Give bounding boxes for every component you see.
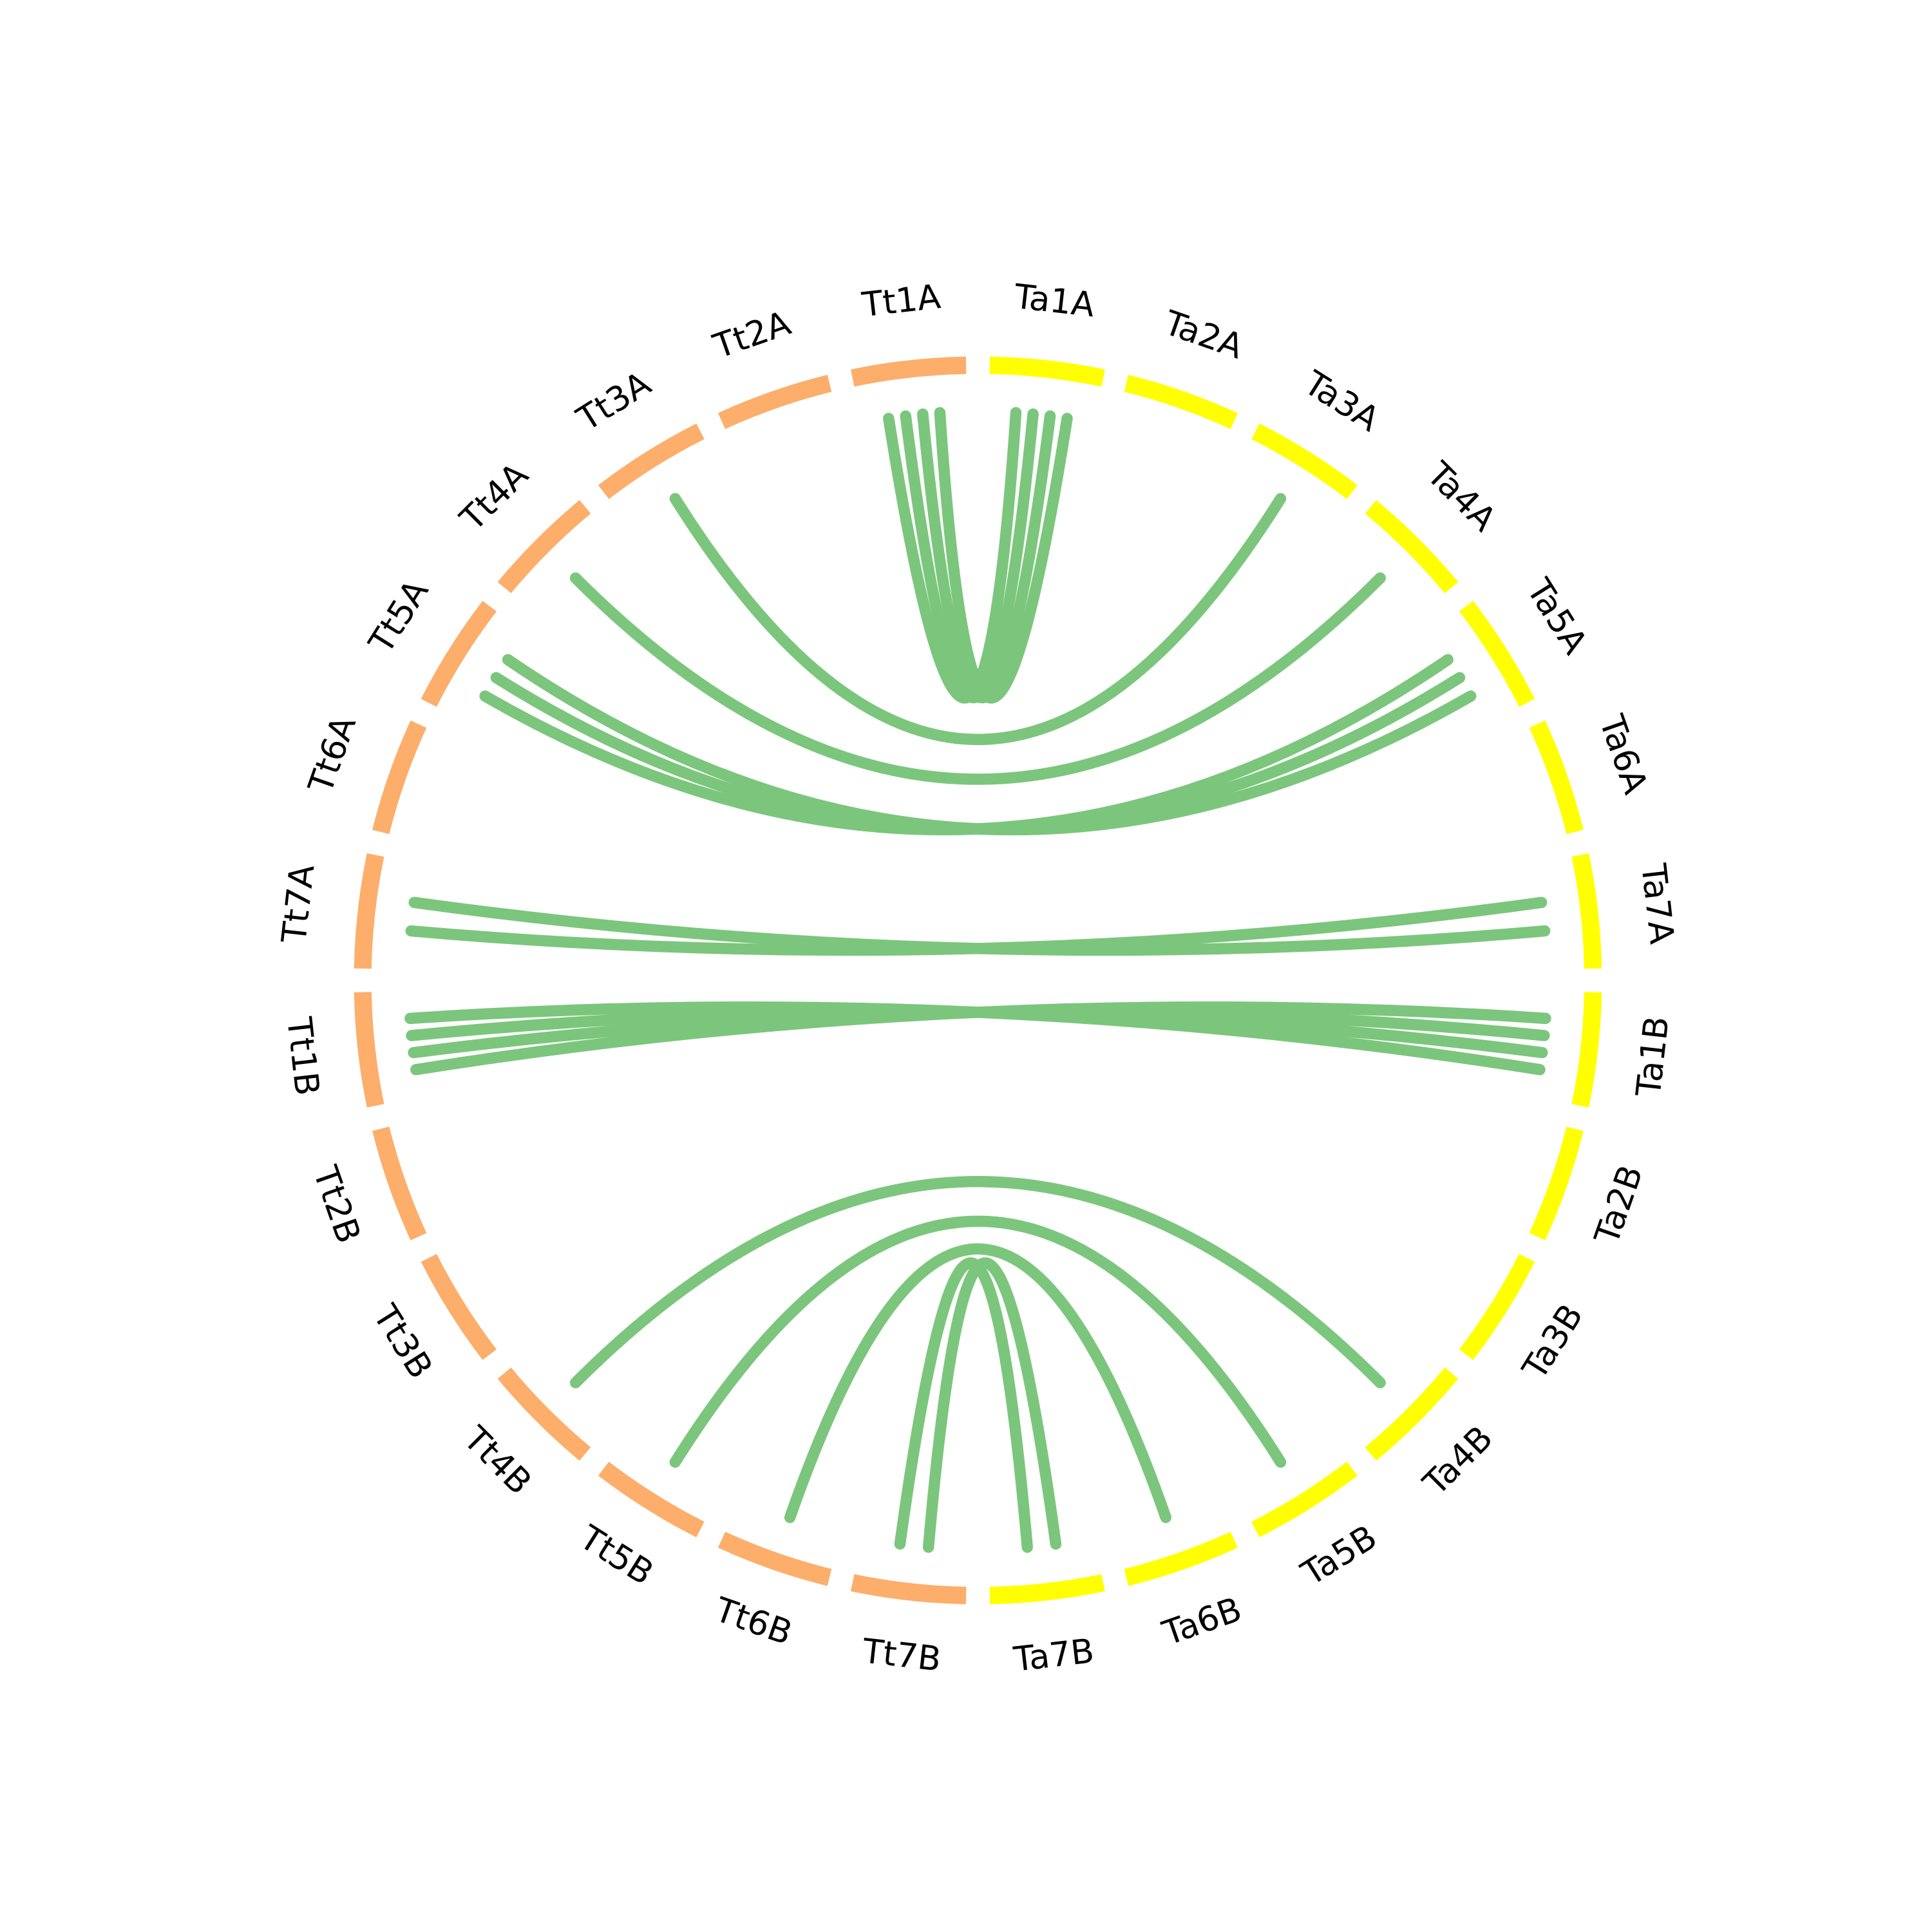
chromosome-label: Tt5A [361,573,437,661]
chromosome-segment [851,1574,967,1605]
chromosome-segment [1251,1461,1358,1538]
chromosome-label: Tt2B [305,1160,368,1248]
chromosome-label: Tt1B [279,1014,327,1097]
link [404,1001,1546,1075]
chromosome-label: Ta1A [1012,277,1097,325]
chromosome-label: Tt2A [708,303,795,366]
chromosome-label: Ta4B [1416,1418,1501,1503]
chromosome-segment [497,500,591,594]
chromosome-label: Ta4A [1419,454,1504,539]
chromosome-label: Ta2B [1587,1160,1651,1250]
chromosome-segment [1124,375,1238,430]
link [669,493,1287,745]
chromosome-label: Ta5A [1519,572,1595,661]
chromosome-label: Ta2A [1159,303,1248,366]
chromosome-label: Ta3A [1296,363,1386,440]
link [502,654,1477,836]
chromosome-label: Tt6B [710,1590,797,1653]
chromosome-label: Ta7B [1011,1631,1096,1680]
chromosome-segment [421,600,497,707]
chromosome-segment [354,992,384,1108]
chromosome-label: Ta6A [1591,710,1655,799]
chromosome-label: Tt7A [274,862,322,945]
chromosome-segment [1365,1367,1459,1461]
link [669,1215,1287,1468]
chromosome-segment [1571,853,1602,969]
chromosome-segment [1251,423,1358,499]
chromosome-segment [354,853,384,969]
chromosome-segment [598,423,705,499]
link [894,1257,1033,1553]
chromosome-segment [1529,1126,1584,1240]
chromosome-segment [372,720,427,835]
chromosome-label: Tt4B [455,1419,539,1502]
chromosome-label: Tt1A [860,277,943,325]
chromosome-segment [851,356,967,387]
chromosome-label: Ta5B [1294,1517,1384,1594]
chromosome-segment [1365,500,1459,594]
links [404,407,1551,1553]
link [569,1175,1386,1388]
chromosome-segment [1459,1254,1535,1360]
chromosome-segment [717,1531,832,1586]
chromosome-segment [989,356,1105,387]
chromosome-label: Ta6B [1157,1590,1247,1654]
link [922,1257,1062,1553]
chromosome-label: Tt3B [365,1298,440,1385]
chromosome-label: Tt6A [301,711,364,799]
chromosome-segment [1529,720,1584,835]
chromosome-segment [717,375,832,430]
link [784,1243,1171,1523]
chromosome-label: Tt7B [860,1631,943,1679]
chromosome-segment [1124,1531,1238,1586]
chromosome-segment [989,1574,1105,1605]
chromosome-segment [1459,600,1535,707]
chromosome-segment [372,1126,427,1240]
link [408,896,1551,956]
chromosome-label: Ta7A [1633,861,1681,946]
chromosome-segment [1571,992,1602,1108]
chromosome-segment [497,1367,591,1461]
chromosome-label: Ta3B [1515,1297,1591,1387]
chromosome-label: Tt4A [452,455,536,539]
chromosome-segment [598,1461,705,1538]
link [934,407,1073,704]
chromosome-segment [421,1254,497,1360]
chromosome-label: Ta1B [1629,1014,1677,1099]
link [569,572,1386,785]
chromosome-label: Tt5B [573,1518,660,1593]
chromosome-label: Tt3A [570,364,658,439]
